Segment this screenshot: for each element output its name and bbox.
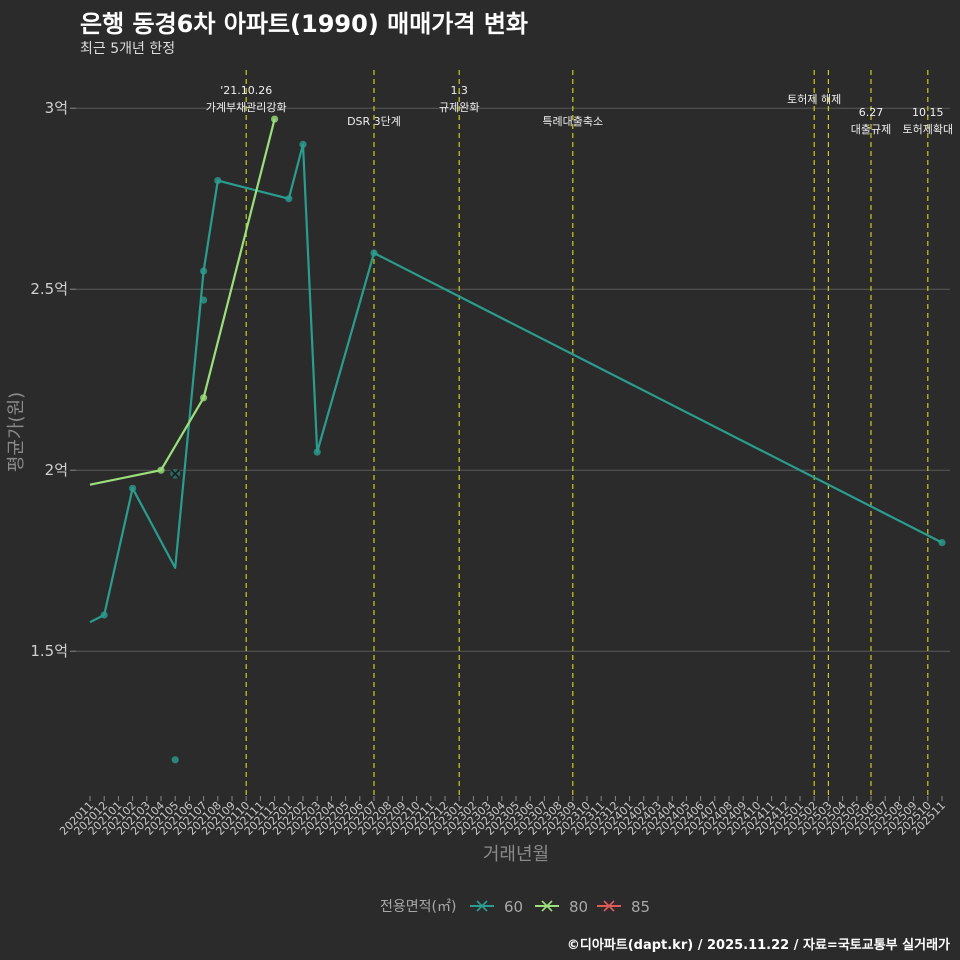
event-name-label: 토허제확대 (902, 123, 953, 136)
event-name-label: 규제완화 (439, 101, 479, 114)
event-name-label: 가계부채관리강화 (206, 101, 287, 114)
y-tick-label: 3억 (45, 99, 68, 117)
grid (70, 107, 950, 801)
legend-key-cross-60 (476, 900, 488, 912)
data-point-60 (100, 611, 108, 619)
event-date-label: 10.15 (912, 106, 944, 119)
event-name-label: 특례대출축소 (542, 115, 603, 128)
data-point-60 (129, 484, 137, 492)
cross-marker (170, 469, 180, 479)
chart-title: 은행 동경6차 아파트(1990) 매매가격 변화 (80, 10, 528, 38)
data-point-60 (214, 177, 222, 185)
event-date-label: 6.27 (859, 106, 884, 119)
data-point-60 (200, 296, 208, 304)
legend-label-85: 85 (631, 898, 650, 916)
legend-label-60: 60 (504, 898, 523, 916)
data-point-60 (938, 539, 946, 547)
y-tick-label: 1.5억 (30, 642, 68, 660)
data-point-60 (171, 756, 179, 764)
data-point-60 (285, 195, 293, 203)
event-name-label: DSR 3단계 (347, 115, 401, 128)
legend: 전용면적(㎡) 60 80 85 (380, 898, 650, 916)
legend-key-cross-85 (603, 900, 615, 912)
x-tick-labels: 2020112020122021012021022021032021042021… (57, 799, 948, 838)
chart-subtitle: 최근 5개년 한정 (80, 41, 176, 57)
data-point-60 (313, 448, 321, 456)
event-date-label: '21.10.26 (220, 84, 272, 97)
data-point-80 (271, 115, 279, 123)
legend-title: 전용면적(㎡) (380, 899, 456, 915)
data-point-80 (200, 394, 208, 402)
data-point-80 (157, 466, 165, 474)
y-tick-labels: 1.5억 2억 2.5억 3억 (30, 99, 68, 660)
y-tick-label: 2억 (45, 461, 68, 479)
source-caption: ©디아파트(dapt.kr) / 2025.11.22 / 자료=국토교통부 실… (566, 938, 950, 953)
event-date-label: 1.3 (450, 84, 468, 97)
event-name-label: 대출규제 (851, 123, 891, 136)
data-point-60 (299, 140, 307, 148)
data-point-60 (200, 267, 208, 275)
series-points (100, 115, 946, 764)
y-axis-title: 평균가(원) (6, 392, 27, 472)
legend-key-cross-80 (541, 900, 553, 912)
y-tick-label: 2.5억 (30, 280, 68, 298)
legend-label-80: 80 (569, 898, 588, 916)
data-point-60 (370, 249, 378, 257)
series-line-80 (89, 118, 276, 486)
event-name-label: 토허제 해제 (787, 92, 841, 106)
x-axis-title: 거래년월 (483, 844, 549, 865)
